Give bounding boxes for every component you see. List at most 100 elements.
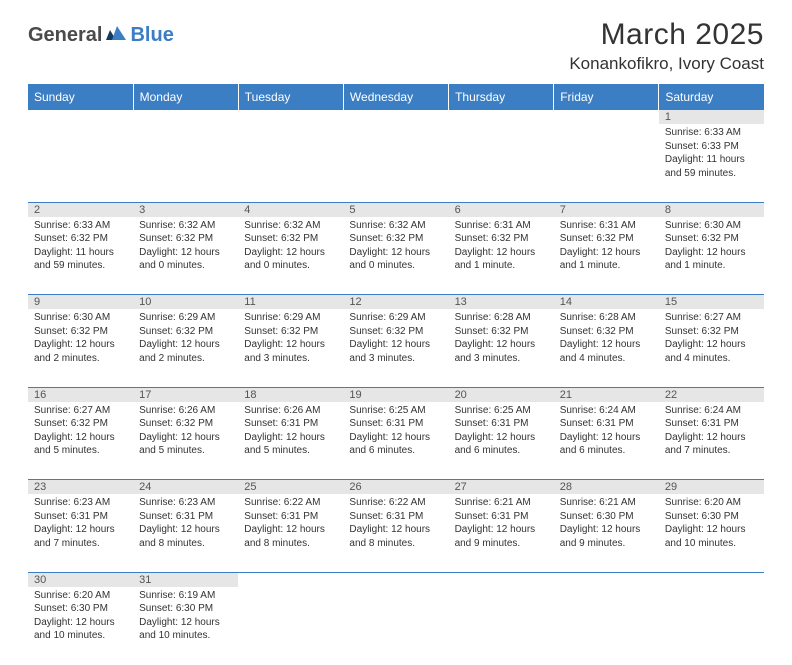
sunset-text: Sunset: 6:32 PM xyxy=(34,232,127,246)
week-row: Sunrise: 6:33 AMSunset: 6:32 PMDaylight:… xyxy=(28,217,764,295)
weekday-header: Tuesday xyxy=(238,84,343,110)
day-cell xyxy=(28,124,133,202)
day-number-cell: 2 xyxy=(28,202,133,217)
day-number-cell: 22 xyxy=(659,387,764,402)
day-cell xyxy=(343,124,448,202)
sunset-text: Sunset: 6:32 PM xyxy=(244,325,337,339)
sunrise-text: Sunrise: 6:27 AM xyxy=(665,311,758,325)
header: General Blue March 2025 Konankofikro, Iv… xyxy=(28,18,764,74)
day-number-cell xyxy=(133,110,238,124)
daylight-text: Daylight: 12 hours and 0 minutes. xyxy=(349,246,442,273)
daylight-text: Daylight: 12 hours and 6 minutes. xyxy=(455,431,548,458)
daylight-text: Daylight: 12 hours and 0 minutes. xyxy=(139,246,232,273)
day-number-cell: 3 xyxy=(133,202,238,217)
daylight-text: Daylight: 12 hours and 5 minutes. xyxy=(244,431,337,458)
day-number-cell: 14 xyxy=(554,295,659,310)
day-cell-content: Sunrise: 6:31 AMSunset: 6:32 PMDaylight:… xyxy=(449,217,554,277)
week-row: Sunrise: 6:20 AMSunset: 6:30 PMDaylight:… xyxy=(28,587,764,665)
daylight-text: Daylight: 12 hours and 10 minutes. xyxy=(139,616,232,643)
day-number-cell xyxy=(343,572,448,587)
sunrise-text: Sunrise: 6:19 AM xyxy=(139,589,232,603)
sunrise-text: Sunrise: 6:23 AM xyxy=(139,496,232,510)
day-cell: Sunrise: 6:28 AMSunset: 6:32 PMDaylight:… xyxy=(449,309,554,387)
day-cell: Sunrise: 6:29 AMSunset: 6:32 PMDaylight:… xyxy=(343,309,448,387)
weekday-header: Saturday xyxy=(659,84,764,110)
day-number-cell xyxy=(554,110,659,124)
sunrise-text: Sunrise: 6:33 AM xyxy=(665,126,758,140)
day-cell xyxy=(133,124,238,202)
day-number-cell: 11 xyxy=(238,295,343,310)
sunset-text: Sunset: 6:32 PM xyxy=(455,325,548,339)
sunset-text: Sunset: 6:30 PM xyxy=(139,602,232,616)
day-number-cell: 20 xyxy=(449,387,554,402)
day-number-cell: 21 xyxy=(554,387,659,402)
day-number-cell: 7 xyxy=(554,202,659,217)
day-number-cell: 24 xyxy=(133,480,238,495)
day-cell: Sunrise: 6:25 AMSunset: 6:31 PMDaylight:… xyxy=(449,402,554,480)
day-cell-content: Sunrise: 6:23 AMSunset: 6:31 PMDaylight:… xyxy=(133,494,238,554)
logo-flag-icon xyxy=(106,24,128,47)
sunset-text: Sunset: 6:32 PM xyxy=(244,232,337,246)
day-cell: Sunrise: 6:29 AMSunset: 6:32 PMDaylight:… xyxy=(238,309,343,387)
sunrise-text: Sunrise: 6:29 AM xyxy=(139,311,232,325)
daylight-text: Daylight: 12 hours and 10 minutes. xyxy=(34,616,127,643)
sunset-text: Sunset: 6:31 PM xyxy=(349,417,442,431)
day-cell: Sunrise: 6:23 AMSunset: 6:31 PMDaylight:… xyxy=(133,494,238,572)
daylight-text: Daylight: 12 hours and 8 minutes. xyxy=(349,523,442,550)
sunrise-text: Sunrise: 6:21 AM xyxy=(455,496,548,510)
daylight-text: Daylight: 11 hours and 59 minutes. xyxy=(665,153,758,180)
logo-text-blue: Blue xyxy=(130,24,173,47)
day-number-row: 9101112131415 xyxy=(28,295,764,310)
day-cell-content: Sunrise: 6:22 AMSunset: 6:31 PMDaylight:… xyxy=(238,494,343,554)
day-cell-content: Sunrise: 6:22 AMSunset: 6:31 PMDaylight:… xyxy=(343,494,448,554)
sunrise-text: Sunrise: 6:28 AM xyxy=(455,311,548,325)
day-cell-content: Sunrise: 6:19 AMSunset: 6:30 PMDaylight:… xyxy=(133,587,238,647)
sunrise-text: Sunrise: 6:29 AM xyxy=(349,311,442,325)
day-number-cell: 19 xyxy=(343,387,448,402)
week-row: Sunrise: 6:27 AMSunset: 6:32 PMDaylight:… xyxy=(28,402,764,480)
day-number-cell: 6 xyxy=(449,202,554,217)
daylight-text: Daylight: 12 hours and 8 minutes. xyxy=(244,523,337,550)
week-row: Sunrise: 6:30 AMSunset: 6:32 PMDaylight:… xyxy=(28,309,764,387)
daylight-text: Daylight: 12 hours and 5 minutes. xyxy=(139,431,232,458)
sunset-text: Sunset: 6:32 PM xyxy=(349,325,442,339)
weekday-header: Wednesday xyxy=(343,84,448,110)
day-cell: Sunrise: 6:19 AMSunset: 6:30 PMDaylight:… xyxy=(133,587,238,665)
day-cell-content: Sunrise: 6:31 AMSunset: 6:32 PMDaylight:… xyxy=(554,217,659,277)
daylight-text: Daylight: 12 hours and 1 minute. xyxy=(455,246,548,273)
day-cell: Sunrise: 6:30 AMSunset: 6:32 PMDaylight:… xyxy=(659,217,764,295)
day-cell: Sunrise: 6:22 AMSunset: 6:31 PMDaylight:… xyxy=(343,494,448,572)
day-cell-content: Sunrise: 6:32 AMSunset: 6:32 PMDaylight:… xyxy=(133,217,238,277)
day-cell-content: Sunrise: 6:26 AMSunset: 6:31 PMDaylight:… xyxy=(238,402,343,462)
day-number-cell: 1 xyxy=(659,110,764,124)
week-row: Sunrise: 6:33 AMSunset: 6:33 PMDaylight:… xyxy=(28,124,764,202)
day-number-cell xyxy=(238,572,343,587)
sunrise-text: Sunrise: 6:21 AM xyxy=(560,496,653,510)
sunrise-text: Sunrise: 6:32 AM xyxy=(244,219,337,233)
day-cell: Sunrise: 6:22 AMSunset: 6:31 PMDaylight:… xyxy=(238,494,343,572)
day-cell-content: Sunrise: 6:32 AMSunset: 6:32 PMDaylight:… xyxy=(238,217,343,277)
day-number-cell: 10 xyxy=(133,295,238,310)
day-number-row: 2345678 xyxy=(28,202,764,217)
day-cell-content: Sunrise: 6:26 AMSunset: 6:32 PMDaylight:… xyxy=(133,402,238,462)
day-number-cell: 17 xyxy=(133,387,238,402)
weekday-header: Sunday xyxy=(28,84,133,110)
day-number-cell: 28 xyxy=(554,480,659,495)
day-cell: Sunrise: 6:26 AMSunset: 6:32 PMDaylight:… xyxy=(133,402,238,480)
weekday-header: Monday xyxy=(133,84,238,110)
day-cell-content: Sunrise: 6:23 AMSunset: 6:31 PMDaylight:… xyxy=(28,494,133,554)
day-number-cell: 26 xyxy=(343,480,448,495)
day-cell-content: Sunrise: 6:33 AMSunset: 6:33 PMDaylight:… xyxy=(659,124,764,184)
daylight-text: Daylight: 12 hours and 3 minutes. xyxy=(455,338,548,365)
location: Konankofikro, Ivory Coast xyxy=(569,54,764,74)
day-number-cell xyxy=(659,572,764,587)
day-number-cell xyxy=(343,110,448,124)
day-cell: Sunrise: 6:23 AMSunset: 6:31 PMDaylight:… xyxy=(28,494,133,572)
day-cell-content: Sunrise: 6:20 AMSunset: 6:30 PMDaylight:… xyxy=(28,587,133,647)
day-cell-content: Sunrise: 6:25 AMSunset: 6:31 PMDaylight:… xyxy=(449,402,554,462)
sunrise-text: Sunrise: 6:27 AM xyxy=(34,404,127,418)
day-number-row: 3031 xyxy=(28,572,764,587)
day-cell xyxy=(659,587,764,665)
sunset-text: Sunset: 6:33 PM xyxy=(665,140,758,154)
sunset-text: Sunset: 6:31 PM xyxy=(455,510,548,524)
